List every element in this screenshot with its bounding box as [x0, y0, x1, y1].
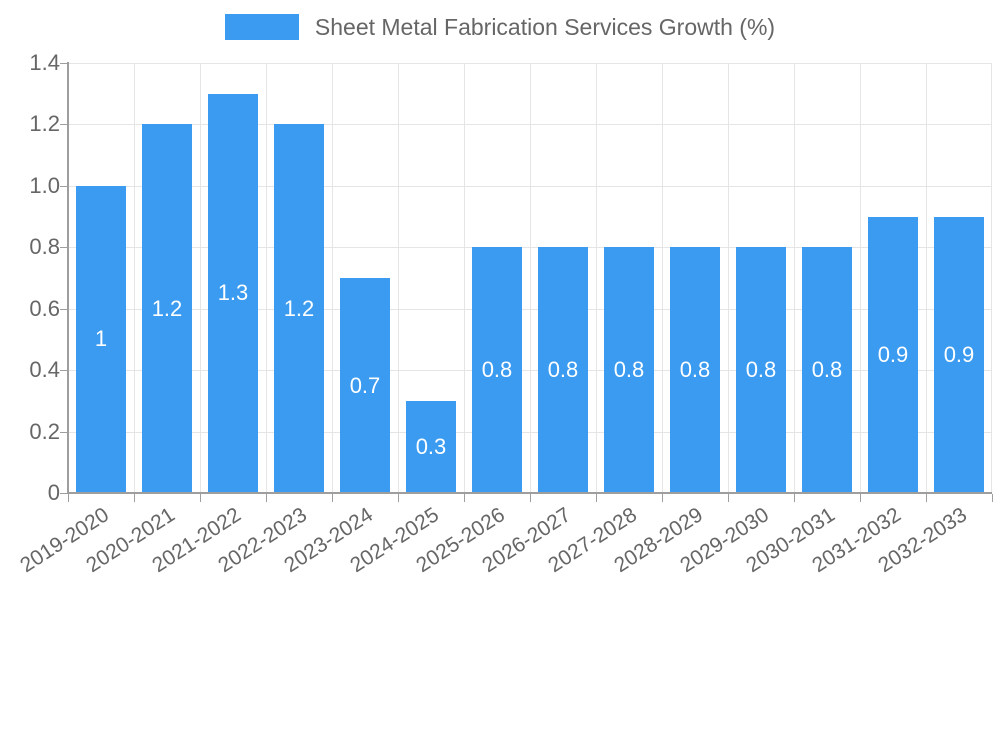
gridline-vertical [991, 63, 992, 493]
bar[interactable]: 0.8 [604, 247, 654, 493]
bar[interactable]: 1 [76, 185, 126, 493]
bar-value-label: 1.2 [283, 295, 315, 321]
y-axis-tick [60, 493, 68, 494]
gridline-vertical [728, 63, 729, 493]
y-axis-tick-label: 0.4 [29, 357, 60, 383]
bar[interactable]: 1.2 [142, 124, 192, 493]
x-axis-tick-label: 2023-2024 [280, 503, 377, 578]
gridline-vertical [200, 63, 201, 493]
bar[interactable]: 1.2 [274, 124, 324, 493]
y-axis-tick-labels: 0 0.2 0.4 0.6 0.8 1.0 1.2 1.4 [0, 0, 68, 600]
legend-label: Sheet Metal Fabrication Services Growth … [314, 13, 776, 40]
x-axis-tick [662, 494, 663, 502]
x-axis-tick-label: 2029-2030 [676, 503, 773, 578]
x-axis-tick [596, 494, 597, 502]
x-axis-tick-label: 2028-2029 [610, 503, 707, 578]
y-axis-tick-label: 0 [47, 480, 60, 505]
gridline-vertical [464, 63, 465, 493]
plot-area: 1 1.2 1.3 1.2 0.7 0.3 0.8 0.8 0.8 0.8 0.8 0.8 0.9 0.9 [68, 63, 992, 494]
gridline-vertical [926, 63, 927, 493]
bar-value-label: 0.9 [877, 341, 909, 367]
x-axis-tick [794, 494, 795, 502]
y-axis-tick [60, 63, 68, 64]
x-axis-tick [860, 494, 861, 502]
chart-legend: Sheet Metal Fabrication Services Growth … [0, 10, 1000, 44]
x-axis-tick [926, 494, 927, 502]
gridline-vertical [860, 63, 861, 493]
x-axis-tick-label: 2030-2031 [742, 503, 839, 578]
bar[interactable]: 0.9 [934, 216, 984, 493]
gridline-vertical [596, 63, 597, 493]
x-axis-tick [332, 494, 333, 502]
bar[interactable]: 1.3 [208, 93, 258, 493]
y-axis-tick-label: 1.0 [29, 172, 60, 198]
bar-value-label: 0.7 [349, 372, 381, 398]
y-axis-tick [60, 124, 68, 126]
x-axis-tick [134, 494, 135, 502]
gridline-vertical [530, 63, 531, 493]
bar-value-label: 0.8 [745, 357, 777, 383]
legend-color-swatch[interactable] [224, 14, 299, 40]
bar-value-label: 0.8 [481, 357, 513, 383]
gridline-vertical [332, 63, 333, 493]
bar[interactable]: 0.8 [670, 247, 720, 493]
x-axis-tick-label: 2025-2026 [412, 503, 509, 578]
bar[interactable]: 0.7 [340, 278, 390, 493]
x-axis-tick [200, 494, 201, 502]
bar-value-label: 0.8 [811, 357, 843, 383]
bar-chart: Sheet Metal Fabrication Services Growth … [0, 0, 1000, 600]
y-axis-tick-label: 1.4 [29, 50, 60, 75]
bar-value-label: 0.8 [679, 357, 711, 383]
bar[interactable]: 0.8 [472, 247, 522, 493]
x-axis-tick-label: 2026-2027 [478, 503, 575, 578]
x-axis-tick [530, 494, 531, 502]
bar-value-label: 1 [94, 326, 108, 352]
bar-value-label: 1.2 [151, 295, 183, 321]
y-axis-tick [60, 308, 68, 310]
bar-value-label: 0.9 [943, 341, 975, 367]
gridline-vertical [134, 63, 135, 493]
gridline-vertical [266, 63, 267, 493]
x-axis-tick [68, 494, 69, 502]
x-axis-tick [728, 494, 729, 502]
y-axis-tick [60, 431, 68, 433]
x-axis-tick-label: 2032-2033 [874, 503, 971, 578]
y-axis-tick [60, 370, 68, 372]
x-axis-tick-label: 2027-2028 [544, 503, 641, 578]
bar-value-label: 1.3 [217, 280, 249, 306]
bar[interactable]: 0.8 [736, 247, 786, 493]
x-axis-tick-label: 2024-2025 [346, 503, 443, 578]
x-axis-tick [398, 494, 399, 502]
y-axis-line [67, 62, 69, 494]
y-axis-tick [60, 185, 68, 187]
y-axis-tick-label: 0.8 [29, 234, 60, 260]
y-axis-tick-label: 0.2 [29, 418, 60, 444]
gridline-vertical [662, 63, 663, 493]
bar-value-label: 0.8 [547, 357, 579, 383]
x-axis-tick [992, 494, 993, 502]
x-axis-tick [266, 494, 267, 502]
bar-value-label: 0.3 [415, 433, 447, 459]
bar[interactable]: 0.8 [802, 247, 852, 493]
x-axis-tick-label: 2031-2032 [808, 503, 905, 578]
y-axis-tick [60, 247, 68, 249]
x-axis-tick [464, 494, 465, 502]
bar[interactable]: 0.8 [538, 247, 588, 493]
bar-value-label: 0.8 [613, 357, 645, 383]
bar[interactable]: 0.9 [868, 216, 918, 493]
bar[interactable]: 0.3 [406, 400, 456, 493]
gridline-vertical [794, 63, 795, 493]
y-axis-tick-label: 1.2 [29, 111, 60, 137]
gridline-vertical [398, 63, 399, 493]
y-axis-tick-label: 0.6 [29, 295, 60, 321]
x-axis-line [67, 492, 992, 494]
